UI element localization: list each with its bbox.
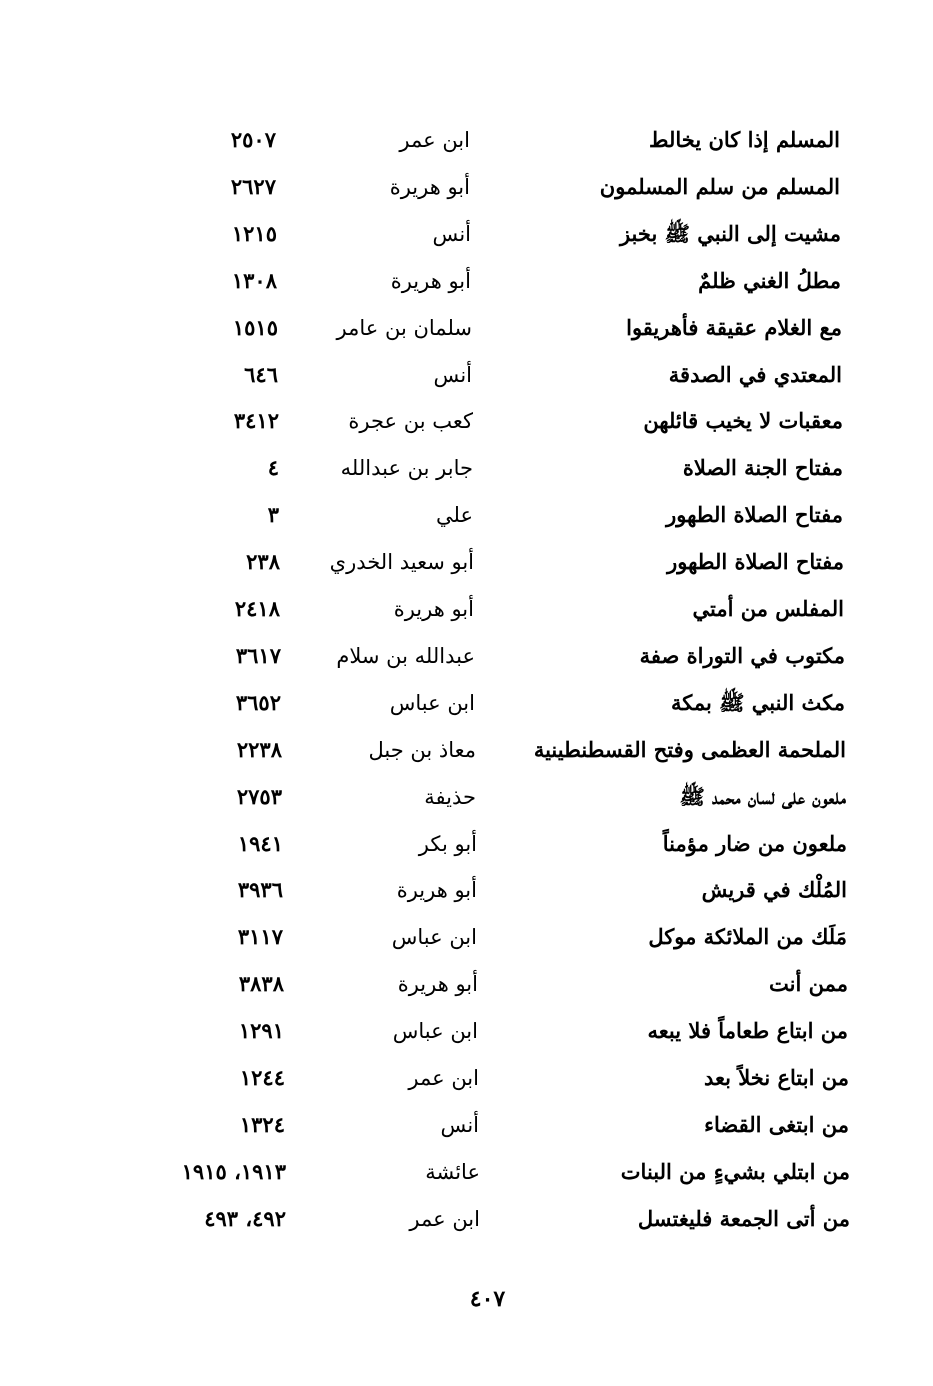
narrator-name: ابن عباس (389, 690, 475, 715)
index-row: معقبات لا يخيب قائلهن كعب بن عجرة ٣٤١٢ (0, 401, 933, 441)
hadith-number: ٣ (267, 502, 279, 528)
hadith-number: ٣٦٥٢ (235, 689, 281, 715)
hadith-text: الملحمة العظمى وفتح القسطنطينية (533, 736, 846, 762)
hadith-number: ٣٤١٢ (233, 408, 279, 434)
narrator-name: أبو سعيد الخدري (329, 550, 474, 575)
index-row: ممن أنت أبو هريرة ٣٨٣٨ (0, 964, 933, 1004)
narrator-name: أبو هريرة (389, 174, 470, 199)
index-row: المعتدي في الصدقة أنس ٦٤٦ (0, 355, 933, 395)
index-row: مفتاح الصلاة الطهور علي ٣ (0, 495, 933, 535)
narrator-name: أنس (440, 1112, 479, 1137)
narrator-name: أبو بكر (418, 831, 477, 856)
index-row: الملحمة العظمى وفتح القسطنطينية معاذ بن ج… (0, 730, 933, 770)
hadith-text: معقبات لا يخيب قائلهن (643, 408, 843, 434)
hadith-text: المسلم من سلم المسلمون (599, 173, 840, 199)
hadith-number: ٢٧٥٣ (236, 783, 282, 809)
narrator-name: أبو هريرة (393, 597, 474, 621)
index-row: من ابتاع طعاماً فلا يبعه ابن عباس ١٢٩١ (0, 1011, 933, 1051)
hadith-text: المعتدي في الصدقة (668, 361, 842, 387)
index-row: المسلم من سلم المسلمون أبو هريرة ٢٦٢٧ (0, 167, 933, 207)
hadith-text: المفلس من أمتي (692, 596, 844, 621)
hadith-text: مفتاح الصلاة الطهور (666, 502, 843, 528)
hadith-number: ٢٢٣٨ (236, 736, 282, 762)
index-row: من أتى الجمعة فليغتسل ابن عمر ٤٩٢، ٤٩٣ (0, 1199, 933, 1239)
hadith-text: المُلْك في قريش (701, 877, 847, 903)
hadith-number: ٣٩٣٦ (237, 877, 283, 903)
index-row: مفتاح الجنة الصلاة جابر بن عبدالله ٤ (0, 448, 933, 488)
hadith-text: مشيت إلى النبي ﷺ بخبز (619, 220, 841, 246)
hadith-text: مفتاح الجنة الصلاة (682, 455, 843, 481)
hadith-text: من ابتاع طعاماً فلا يبعه (647, 1018, 848, 1044)
index-row: مكث النبي ﷺ بمكة ابن عباس ٣٦٥٢ (0, 683, 933, 723)
narrator-name: ابن عمر (408, 1066, 479, 1090)
narrator-name: معاذ بن جبل (368, 737, 476, 762)
hadith-text: ملعون على لسان محمد ﷺ (679, 783, 846, 809)
hadith-number: ١٩٤١ (237, 830, 283, 856)
hadith-text: المسلم إذا كان يخالط (649, 127, 840, 152)
index-row: من ابتغى القضاء أنس ١٣٢٤ (0, 1105, 933, 1145)
hadith-text: مطلُ الغني ظلمٌ (698, 267, 841, 293)
hadith-number: ١٢١٥ (231, 220, 277, 246)
narrator-name: ابن عباس (392, 1019, 478, 1044)
hadith-number: ١٢٩١ (238, 1018, 284, 1044)
index-row: مفتاح الصلاة الطهور أبو سعيد الخدري ٢٣٨ (0, 542, 933, 582)
hadith-text: مكتوب في التوراة صفة (639, 642, 845, 668)
narrator-name: أبو هريرة (397, 972, 478, 997)
hadith-text: مَلَك من الملائكة موكل (648, 924, 847, 950)
narrator-name: أبو هريرة (396, 878, 477, 903)
hadith-number: ١٣٢٤ (239, 1111, 285, 1137)
hadith-number: ٣٦١٧ (235, 642, 281, 668)
hadith-text: من ابتلي بشيءٍ من البنات (620, 1158, 850, 1184)
hadith-text: من ابتغى القضاء (704, 1111, 849, 1137)
index-row: مطلُ الغني ظلمٌ أبو هريرة ١٣٠٨ (0, 261, 933, 301)
narrator-name: ابن عمر (399, 128, 470, 152)
hadith-number: ٣١١٧ (237, 924, 283, 950)
narrator-name: ابن عمر (409, 1206, 480, 1231)
hadith-number: ٣٨٣٨ (238, 971, 284, 997)
hadith-number: ٦٤٦ (244, 361, 278, 387)
hadith-text: مفتاح الصلاة الطهور (667, 549, 844, 575)
narrator-name: عبدالله بن سلام (336, 643, 475, 668)
hadith-text: مكث النبي ﷺ بمكة (670, 689, 845, 715)
narrator-name: حذيفة (424, 784, 476, 809)
narrator-name: كعب بن عجرة (348, 409, 473, 434)
hadith-text: ملعون من ضار مؤمناً (662, 830, 847, 856)
narrator-name: عائشة (425, 1159, 480, 1184)
index-row: مَلَك من الملائكة موكل ابن عباس ٣١١٧ (0, 917, 933, 957)
index-row: المُلْك في قريش أبو هريرة ٣٩٣٦ (0, 870, 933, 910)
narrator-name: أنس (432, 221, 471, 246)
hadith-number: ١٩١٣، ١٩١٥ (181, 1158, 286, 1184)
narrator-name: علي (436, 503, 473, 528)
hadith-text: من أتى الجمعة فليغتسل (637, 1205, 850, 1231)
hadith-text: مع الغلام عقيقة فأهريقوا (626, 314, 842, 340)
hadith-number: ٤٩٢، ٤٩٣ (204, 1205, 286, 1231)
hadith-text: من ابتاع نخلاً بعد (703, 1065, 849, 1090)
hadith-text: ممن أنت (769, 971, 848, 997)
hadith-number: ١٢٤٤ (239, 1065, 285, 1090)
index-row: مشيت إلى النبي ﷺ بخبز أنس ١٢١٥ (0, 214, 933, 254)
hadith-number: ١٥١٥ (232, 314, 278, 340)
narrator-name: ابن عباس (391, 925, 477, 950)
hadith-number: ٤ (267, 455, 279, 481)
narrator-name: جابر بن عبدالله (340, 456, 473, 481)
page-number: ٤٠٧ (469, 1286, 506, 1312)
index-row: مع الغلام عقيقة فأهريقوا سلمان بن عامر ١٥١… (0, 308, 933, 348)
index-row: المسلم إذا كان يخالط ابن عمر ٢٥٠٧ (0, 120, 933, 160)
hadith-number: ٢٣٨ (246, 549, 280, 575)
hadith-number: ٢٦٢٧ (230, 173, 276, 199)
narrator-name: سلمان بن عامر (336, 315, 472, 340)
index-row: ملعون على لسان محمد ﷺ حذيفة ٢٧٥٣ (0, 777, 933, 817)
hadith-number: ٢٤١٨ (234, 596, 280, 621)
index-row: من ابتاع نخلاً بعد ابن عمر ١٢٤٤ (0, 1058, 933, 1098)
index-row: ملعون من ضار مؤمناً أبو بكر ١٩٤١ (0, 824, 933, 864)
index-row: مكتوب في التوراة صفة عبدالله بن سلام ٣٦١٧ (0, 636, 933, 676)
index-row: المفلس من أمتي أبو هريرة ٢٤١٨ (0, 589, 933, 629)
narrator-name: أبو هريرة (390, 268, 471, 293)
index-row: من ابتلي بشيءٍ من البنات عائشة ١٩١٣، ١٩١٥ (0, 1152, 933, 1192)
narrator-name: أنس (433, 362, 472, 387)
hadith-number: ٢٥٠٧ (230, 127, 276, 152)
hadith-number: ١٣٠٨ (231, 267, 277, 293)
